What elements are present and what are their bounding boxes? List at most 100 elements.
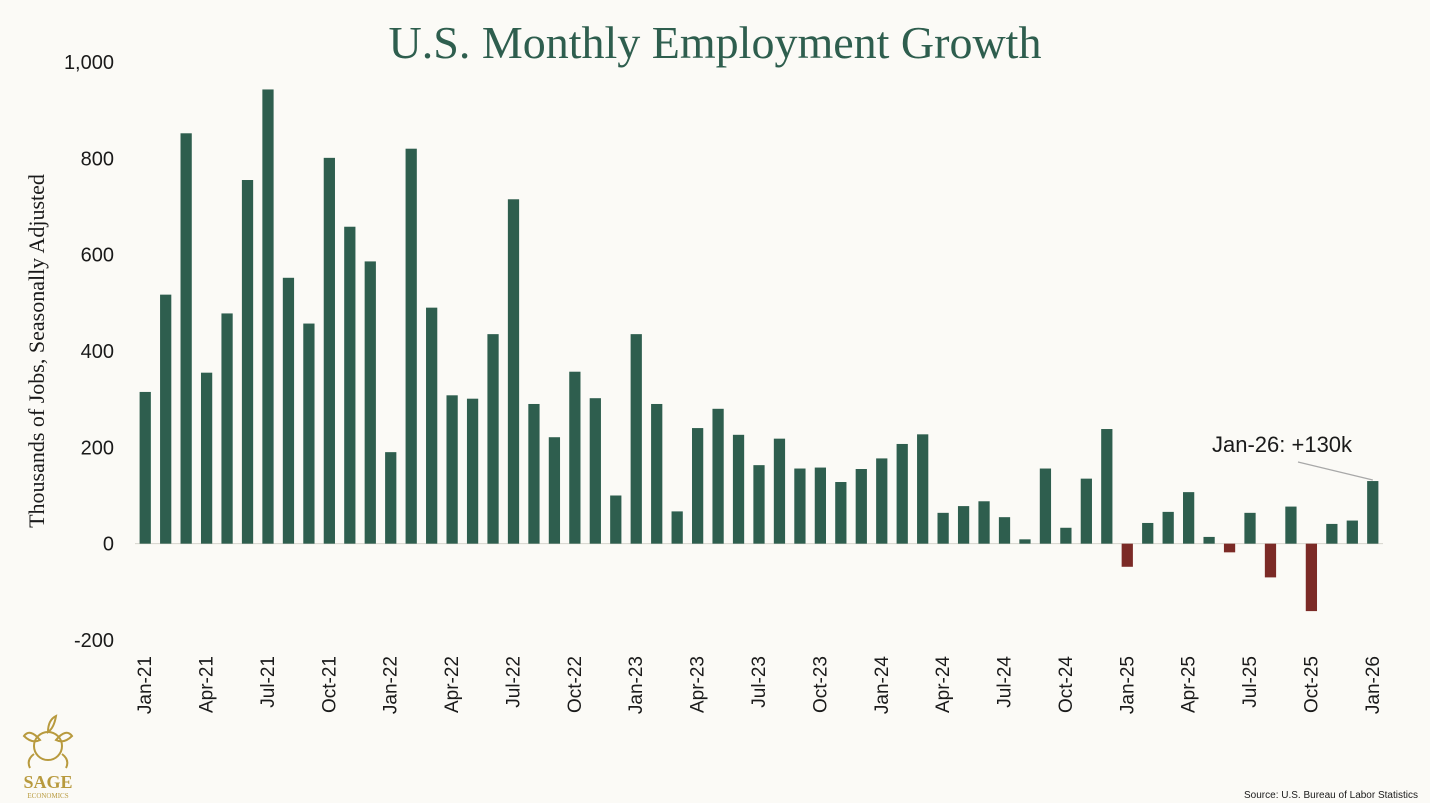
chart-title: U.S. Monthly Employment Growth bbox=[389, 17, 1042, 68]
bar-Dec-24 bbox=[1101, 429, 1113, 544]
x-tick-label: Oct-22 bbox=[565, 656, 586, 713]
bar-Sep-21 bbox=[303, 323, 315, 544]
bar-Sep-25 bbox=[1285, 506, 1297, 544]
x-tick-label: Oct-25 bbox=[1301, 656, 1322, 713]
x-tick-label: Oct-24 bbox=[1056, 656, 1077, 713]
source-note: Source: U.S. Bureau of Labor Statistics bbox=[1244, 790, 1418, 801]
x-tick-label: Jul-25 bbox=[1240, 656, 1261, 708]
y-axis-label: Thousands of Jobs, Seasonally Adjusted bbox=[24, 174, 49, 528]
x-tick-label: Apr-24 bbox=[933, 656, 954, 713]
bar-Oct-21 bbox=[323, 157, 335, 544]
x-tick-label: Oct-21 bbox=[319, 656, 340, 713]
x-tick-label: Jul-22 bbox=[504, 656, 525, 708]
bar-Mar-22 bbox=[426, 307, 438, 544]
x-tick-label: Jan-22 bbox=[381, 656, 402, 714]
bar-Mar-23 bbox=[671, 511, 683, 544]
x-tick-label: Jul-21 bbox=[258, 656, 279, 708]
bar-Jul-24 bbox=[998, 517, 1011, 544]
logo-name: SAGE bbox=[23, 772, 72, 792]
bar-Dec-23 bbox=[855, 469, 867, 544]
x-tick-label: Jan-23 bbox=[626, 656, 647, 714]
bar-Jul-21 bbox=[262, 89, 274, 544]
bar-Dec-22 bbox=[610, 495, 622, 544]
bar-Jun-25 bbox=[1223, 543, 1236, 553]
y-tick-label: -200 bbox=[74, 630, 114, 652]
x-tick-label: Jan-25 bbox=[1117, 656, 1138, 714]
bar-Feb-21 bbox=[160, 294, 172, 544]
bar-Nov-22 bbox=[589, 398, 601, 544]
bar-Sep-22 bbox=[548, 437, 561, 544]
bar-Jun-23 bbox=[732, 434, 745, 544]
annotation-label: Jan-26: +130k bbox=[1212, 432, 1353, 457]
bar-Aug-21 bbox=[282, 277, 295, 544]
bar-Feb-25 bbox=[1142, 522, 1154, 544]
logo-tagline: ECONOMICS bbox=[27, 792, 68, 800]
bar-Jan-21 bbox=[139, 391, 151, 544]
bar-Oct-24 bbox=[1060, 527, 1072, 544]
bar-Apr-24 bbox=[937, 512, 949, 544]
x-tick-label: Jul-23 bbox=[749, 656, 770, 708]
x-tick-label: Jul-24 bbox=[995, 656, 1016, 708]
x-tick-label: Apr-23 bbox=[688, 656, 709, 713]
bar-Mar-25 bbox=[1162, 511, 1174, 544]
bar-Jan-26 bbox=[1367, 481, 1379, 544]
bar-Jun-24 bbox=[978, 501, 990, 544]
x-axis-ticks: Jan-21 Apr-21 Jul-21 Oct-21 Jan-22 Apr-22 Jul-… bbox=[135, 656, 1384, 715]
bar-Apr-22 bbox=[446, 395, 458, 544]
bar-Jul-25 bbox=[1244, 512, 1256, 544]
bar-Oct-23 bbox=[814, 467, 826, 544]
bar-Aug-22 bbox=[528, 403, 540, 544]
bar-Jul-23 bbox=[753, 465, 765, 544]
bar-Apr-23 bbox=[692, 428, 704, 544]
bar-May-21 bbox=[221, 313, 233, 544]
bar-Aug-25 bbox=[1264, 543, 1277, 578]
bar-May-23 bbox=[712, 408, 724, 544]
x-tick-label: Apr-22 bbox=[442, 656, 463, 713]
x-tick-label: Jan-24 bbox=[872, 656, 893, 715]
bar-Jun-22 bbox=[487, 334, 499, 544]
x-tick-label: Apr-25 bbox=[1179, 656, 1200, 713]
leaf-icon bbox=[22, 714, 74, 769]
bar-Apr-25 bbox=[1183, 492, 1195, 544]
bar-Jan-25 bbox=[1121, 543, 1133, 567]
bar-Dec-21 bbox=[364, 261, 376, 544]
y-tick-label: 800 bbox=[81, 148, 114, 170]
x-tick-label: Jan-26 bbox=[1363, 656, 1384, 714]
sage-logo: SAGE ECONOMICS bbox=[22, 714, 74, 800]
bar-Mar-24 bbox=[917, 434, 929, 544]
bar-May-22 bbox=[466, 398, 479, 544]
bar-Feb-24 bbox=[896, 443, 908, 544]
bar-Feb-23 bbox=[651, 403, 663, 544]
y-tick-label: 200 bbox=[81, 437, 114, 459]
bar-Aug-23 bbox=[773, 438, 786, 544]
bar-May-24 bbox=[957, 506, 970, 544]
bar-Nov-23 bbox=[835, 482, 847, 544]
x-tick-label: Oct-23 bbox=[810, 656, 831, 713]
bar-Jan-24 bbox=[876, 458, 888, 544]
bars bbox=[139, 89, 1379, 612]
bar-Oct-25 bbox=[1305, 543, 1318, 612]
bar-May-25 bbox=[1203, 536, 1215, 544]
bar-Jan-22 bbox=[385, 452, 397, 544]
y-axis-ticks: -200 0 200 400 600 800 1,000 bbox=[64, 52, 114, 652]
bar-Feb-22 bbox=[405, 148, 417, 544]
annotation-leader-line bbox=[1297, 461, 1373, 481]
bar-Jun-21 bbox=[241, 180, 254, 544]
y-tick-label: 400 bbox=[81, 341, 114, 363]
bar-Jan-23 bbox=[630, 334, 642, 544]
bar-Dec-25 bbox=[1346, 520, 1358, 544]
y-tick-label: 600 bbox=[81, 245, 114, 267]
bar-Jul-22 bbox=[507, 199, 520, 544]
bar-Nov-25 bbox=[1326, 523, 1338, 544]
bar-Nov-24 bbox=[1080, 478, 1092, 544]
x-tick-label: Apr-21 bbox=[197, 656, 218, 713]
x-tick-label: Jan-21 bbox=[135, 656, 156, 714]
bar-Apr-21 bbox=[200, 372, 213, 544]
bar-Aug-24 bbox=[1019, 539, 1031, 544]
bar-Sep-24 bbox=[1039, 468, 1052, 544]
y-tick-label: 0 bbox=[103, 534, 114, 556]
bar-Nov-21 bbox=[344, 226, 356, 544]
bar-Sep-23 bbox=[794, 468, 806, 544]
bar-Mar-21 bbox=[180, 133, 192, 544]
